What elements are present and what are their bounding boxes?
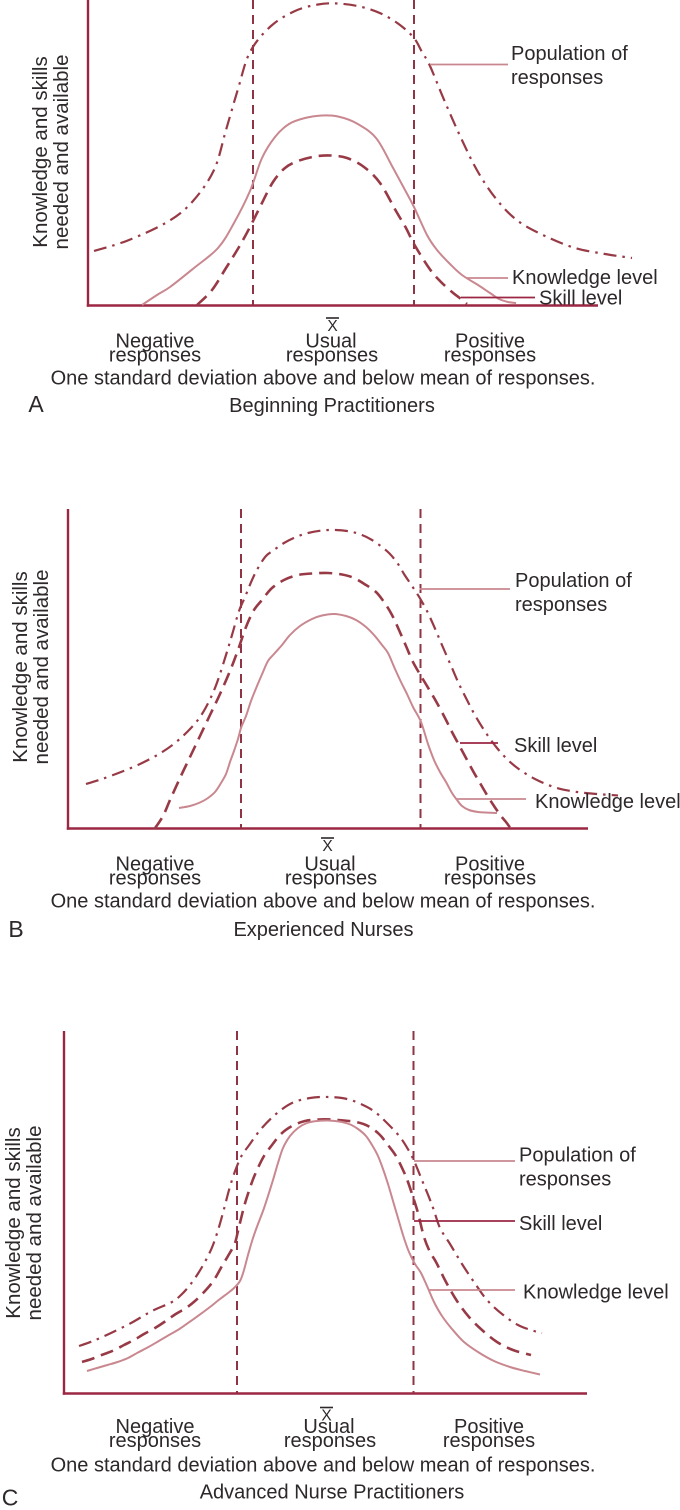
svg-text:responses: responses: [511, 67, 603, 89]
svg-text:Positive: Positive: [455, 331, 525, 353]
svg-text:Population of: Population of: [515, 570, 632, 592]
svg-text:Knowledge and skills: Knowledge and skills: [9, 571, 32, 762]
svg-text:Knowledge level: Knowledge level: [535, 791, 680, 813]
svg-text:responses: responses: [284, 1430, 376, 1452]
svg-text:Positive: Positive: [455, 854, 525, 876]
svg-text:Negative: Negative: [116, 331, 195, 353]
svg-text:X: X: [321, 1408, 332, 1425]
svg-text:One standard deviation above a: One standard deviation above and below m…: [51, 368, 596, 390]
svg-text:responses: responses: [285, 868, 377, 890]
svg-text:needed and available: needed and available: [50, 55, 73, 250]
svg-text:One standard deviation above a: One standard deviation above and below m…: [51, 1455, 596, 1477]
svg-text:responses: responses: [443, 1430, 535, 1452]
svg-text:Skill level: Skill level: [519, 1213, 602, 1235]
svg-text:Beginning Practitioners: Beginning Practitioners: [229, 395, 435, 417]
svg-text:needed and available: needed and available: [23, 1126, 46, 1321]
svg-text:Population of: Population of: [511, 43, 628, 65]
svg-text:Skill level: Skill level: [514, 735, 597, 757]
svg-text:B: B: [8, 916, 23, 942]
svg-text:responses: responses: [109, 345, 201, 367]
svg-text:responses: responses: [109, 868, 201, 890]
svg-text:Positive: Positive: [454, 1416, 524, 1438]
svg-text:Population of: Population of: [519, 1145, 636, 1167]
svg-text:responses: responses: [444, 868, 536, 890]
svg-text:Usual: Usual: [304, 854, 355, 876]
svg-text:X: X: [322, 838, 333, 855]
svg-text:responses: responses: [109, 1430, 201, 1452]
svg-text:responses: responses: [286, 345, 378, 367]
svg-text:Usual: Usual: [305, 331, 356, 353]
svg-text:Knowledge level: Knowledge level: [512, 267, 658, 289]
svg-text:Knowledge and skills: Knowledge and skills: [2, 1127, 25, 1318]
svg-text:responses: responses: [444, 345, 536, 367]
svg-text:Usual: Usual: [303, 1416, 354, 1438]
svg-text:Knowledge and skills: Knowledge and skills: [29, 56, 52, 247]
svg-text:One standard deviation above a: One standard deviation above and below m…: [51, 891, 596, 913]
svg-text:Negative: Negative: [116, 854, 195, 876]
svg-text:responses: responses: [519, 1169, 611, 1191]
svg-text:Experienced Nurses: Experienced Nurses: [233, 919, 413, 941]
svg-text:Knowledge level: Knowledge level: [523, 1282, 669, 1304]
svg-text:Skill level: Skill level: [539, 288, 622, 310]
svg-text:A: A: [28, 391, 44, 417]
svg-text:responses: responses: [515, 594, 607, 616]
svg-text:needed and available: needed and available: [30, 570, 53, 765]
svg-text:Negative: Negative: [116, 1416, 195, 1438]
svg-text:Advanced Nurse Practitioners: Advanced Nurse Practitioners: [200, 1482, 465, 1504]
svg-text:C: C: [2, 1485, 19, 1510]
svg-text:X: X: [327, 318, 338, 335]
